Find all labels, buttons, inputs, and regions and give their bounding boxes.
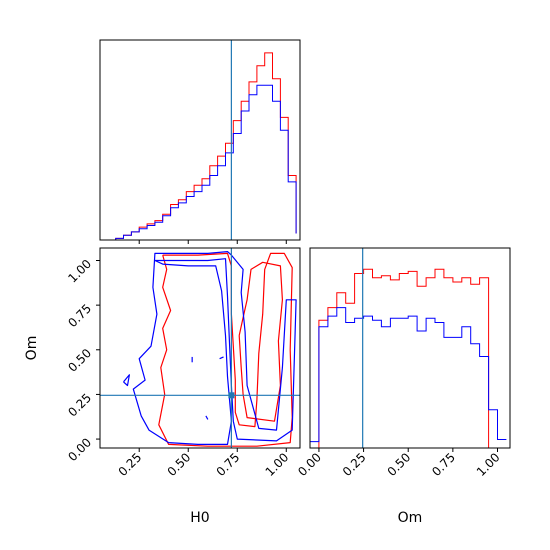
- h0-hist-series-0: [100, 52, 297, 241]
- contour-ytick-label-4: 1.00: [65, 257, 94, 286]
- contour-ytick-label-2: 0.50: [65, 346, 94, 375]
- om-hist-xtick-label-2: 0.50: [385, 450, 414, 479]
- contour-fragment-1: [219, 356, 224, 360]
- contour-xtick-label-2: 0.75: [214, 450, 243, 479]
- contour-line-2: [132, 251, 297, 445]
- om-axis-label: Om: [398, 510, 423, 526]
- om-y-axis-label: Om: [24, 336, 40, 361]
- h0-hist-series-1: [100, 84, 297, 241]
- contour-ytick-label-0: 0.00: [65, 435, 94, 464]
- contour-lines: [123, 251, 297, 447]
- contour-ytick-label-1: 0.25: [65, 391, 94, 420]
- contour-line-3: [123, 374, 130, 387]
- om-hist-series-1: [310, 307, 507, 443]
- om-histogram-frame: [309, 247, 511, 449]
- h0-om-contour-panel: 0.25 0.50 0.75 1.00 0.00 0.25 0.50 0.75 1.00: [65, 248, 300, 479]
- contour-line-0: [158, 252, 293, 447]
- contour-xtick-label-1: 0.50: [165, 450, 194, 479]
- contour-line-1: [238, 261, 283, 422]
- contour-xtick-label-0: 0.25: [116, 450, 145, 479]
- h0-histogram-frame: [99, 39, 301, 241]
- h0-axis-label: H0: [190, 510, 209, 526]
- truth-marker: [228, 392, 235, 399]
- h0-histogram-panel: [100, 40, 297, 244]
- om-hist-series-0: [310, 268, 507, 449]
- om-hist-xtick-label-0: 0.00: [295, 450, 324, 479]
- h0-om-contour-frame: [99, 247, 301, 449]
- contour-fragment-0: [205, 415, 209, 420]
- om-hist-xtick-label-1: 0.25: [340, 450, 369, 479]
- contour-xtick-label-3: 1.00: [263, 450, 292, 479]
- om-histogram-panel: 0.00 0.25 0.50 0.75 1.00: [295, 248, 507, 479]
- om-hist-xtick-label-3: 0.75: [429, 450, 458, 479]
- contour-ytick-label-3: 0.75: [65, 301, 94, 330]
- om-hist-xtick-label-4: 1.00: [474, 450, 503, 479]
